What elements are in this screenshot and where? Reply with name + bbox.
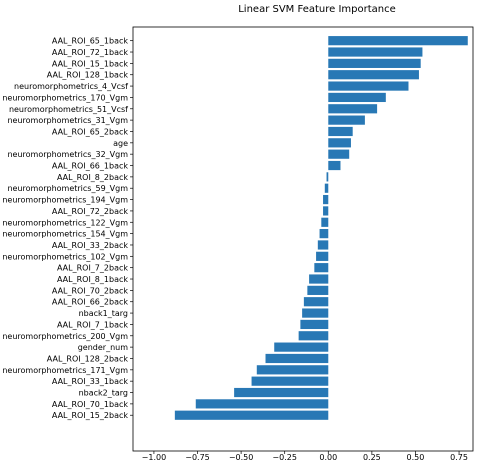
y-tick-label: neuromorphometrics_194_Vgm xyxy=(2,196,128,205)
y-tick-label: AAL_ROI_7_2back xyxy=(57,264,128,273)
x-tick-label: −0.50 xyxy=(229,453,254,462)
y-tick-label: AAL_ROI_70_2back xyxy=(52,286,128,295)
bar-AAL_ROI_33_1back xyxy=(251,376,329,386)
x-tick-label: 0.00 xyxy=(319,453,337,462)
x-tick-label: 0.25 xyxy=(363,453,381,462)
bar-neuromorphometrics_51_Vcsf xyxy=(328,104,378,114)
x-tick-label: 0.50 xyxy=(407,453,425,462)
y-tick-label: neuromorphometrics_171_Vgm xyxy=(2,366,128,375)
bar-AAL_ROI_128_1back xyxy=(328,70,419,80)
bar-age xyxy=(328,138,351,148)
bar-AAL_ROI_7_2back xyxy=(314,263,329,273)
bar-AAL_ROI_8_2back xyxy=(326,172,329,182)
bar-AAL_ROI_65_2back xyxy=(328,126,353,137)
y-tick-label: neuromorphometrics_102_Vgm xyxy=(2,252,128,261)
y-axis-labels: AAL_ROI_65_1back AAL_ROI_72_1back AAL_ROI_… xyxy=(2,37,133,420)
x-tick-label: 0.75 xyxy=(450,453,468,462)
y-tick-label: AAL_ROI_33_2back xyxy=(52,241,128,250)
bar-AAL_ROI_72_1back xyxy=(328,47,423,57)
chart-title: Linear SVM Feature Importance xyxy=(238,4,396,15)
bar-AAL_ROI_7_1back xyxy=(300,319,329,330)
bar-neuromorphometrics_32_Vgm xyxy=(328,149,350,159)
y-tick-label: AAL_ROI_128_1back xyxy=(47,71,129,80)
y-tick-label: nback2_targ xyxy=(79,389,128,398)
y-tick-label: age xyxy=(113,139,128,148)
bar-neuromorphometrics_154_Vgm xyxy=(319,229,329,239)
x-axis-ticks: −1.00 −0.75 −0.50 −0.25 0.00 0.25 0.50 0.75 xyxy=(142,451,468,462)
y-tick-label: AAL_ROI_72_1back xyxy=(52,48,128,57)
bar-AAL_ROI_65_1back xyxy=(328,36,468,46)
x-tick-label: −0.75 xyxy=(185,453,210,462)
y-tick-label: gender_num xyxy=(78,343,129,352)
y-tick-label: AAL_ROI_7_1back xyxy=(57,320,128,329)
bar-AAL_ROI_8_1back xyxy=(309,274,329,284)
bar-AAL_ROI_70_1back xyxy=(195,399,329,409)
bar-AAL_ROI_66_1back xyxy=(328,160,341,171)
y-tick-label: neuromorphometrics_59_Vgm xyxy=(7,184,128,193)
y-tick-label: neuromorphometrics_31_Vgm xyxy=(7,116,128,125)
y-tick-label: AAL_ROI_66_2back xyxy=(52,298,128,307)
y-tick-label: AAL_ROI_65_2back xyxy=(52,127,128,136)
y-tick-label: AAL_ROI_15_2back xyxy=(52,411,128,420)
bar-AAL_ROI_72_2back xyxy=(323,206,329,216)
bar-neuromorphometrics_4_Vcsf xyxy=(328,81,409,91)
y-tick-label: neuromorphometrics_32_Vgm xyxy=(7,150,128,159)
bar-AAL_ROI_33_2back xyxy=(317,240,329,250)
y-tick-label: AAL_ROI_8_1back xyxy=(57,275,128,284)
bar-gender_num xyxy=(274,342,329,352)
x-tick-label: −1.00 xyxy=(142,453,167,462)
y-tick-label: nback1_targ xyxy=(79,309,128,318)
bar-neuromorphometrics_122_Vgm xyxy=(321,217,329,227)
y-tick-label: neuromorphometrics_154_Vgm xyxy=(2,230,128,239)
y-tick-label: AAL_ROI_33_1back xyxy=(52,377,128,386)
bar-neuromorphometrics_171_Vgm xyxy=(256,365,329,375)
bar-neuromorphometrics_31_Vgm xyxy=(328,115,365,125)
y-tick-label: neuromorphometrics_170_Vgm xyxy=(2,93,128,102)
bar-neuromorphometrics_200_Vgm xyxy=(298,331,329,341)
bar-AAL_ROI_15_1back xyxy=(328,58,421,68)
y-tick-label: neuromorphometrics_200_Vgm xyxy=(2,332,128,341)
y-tick-label: AAL_ROI_8_2back xyxy=(57,173,128,182)
bar-AAL_ROI_15_2back xyxy=(174,410,329,420)
y-tick-label: AAL_ROI_15_1back xyxy=(52,59,128,68)
bar-neuromorphometrics_170_Vgm xyxy=(328,92,386,103)
plot-area-frame xyxy=(132,26,474,452)
bar-AAL_ROI_70_2back xyxy=(307,285,329,295)
y-tick-label: AAL_ROI_128_2back xyxy=(47,354,129,363)
bar-nback1_targ xyxy=(302,308,329,318)
x-tick-label: −0.25 xyxy=(272,453,297,462)
y-tick-label: AAL_ROI_65_1back xyxy=(52,37,128,46)
bar-neuromorphometrics_102_Vgm xyxy=(316,251,329,261)
y-tick-label: neuromorphometrics_122_Vgm xyxy=(2,218,128,227)
y-tick-label: neuromorphometrics_4_Vcsf xyxy=(14,82,128,91)
bar-nback2_targ xyxy=(234,387,329,398)
y-tick-label: neuromorphometrics_51_Vcsf xyxy=(9,105,128,114)
bar-AAL_ROI_66_2back xyxy=(303,297,329,307)
bar-neuromorphometrics_59_Vgm xyxy=(324,183,329,193)
bar-neuromorphometrics_194_Vgm xyxy=(323,194,329,205)
y-tick-label: AAL_ROI_66_1back xyxy=(52,162,128,171)
y-tick-label: AAL_ROI_70_1back xyxy=(52,400,128,409)
y-tick-label: AAL_ROI_72_2back xyxy=(52,207,128,216)
bar-AAL_ROI_128_2back xyxy=(265,353,329,364)
bars-layer xyxy=(174,36,468,420)
